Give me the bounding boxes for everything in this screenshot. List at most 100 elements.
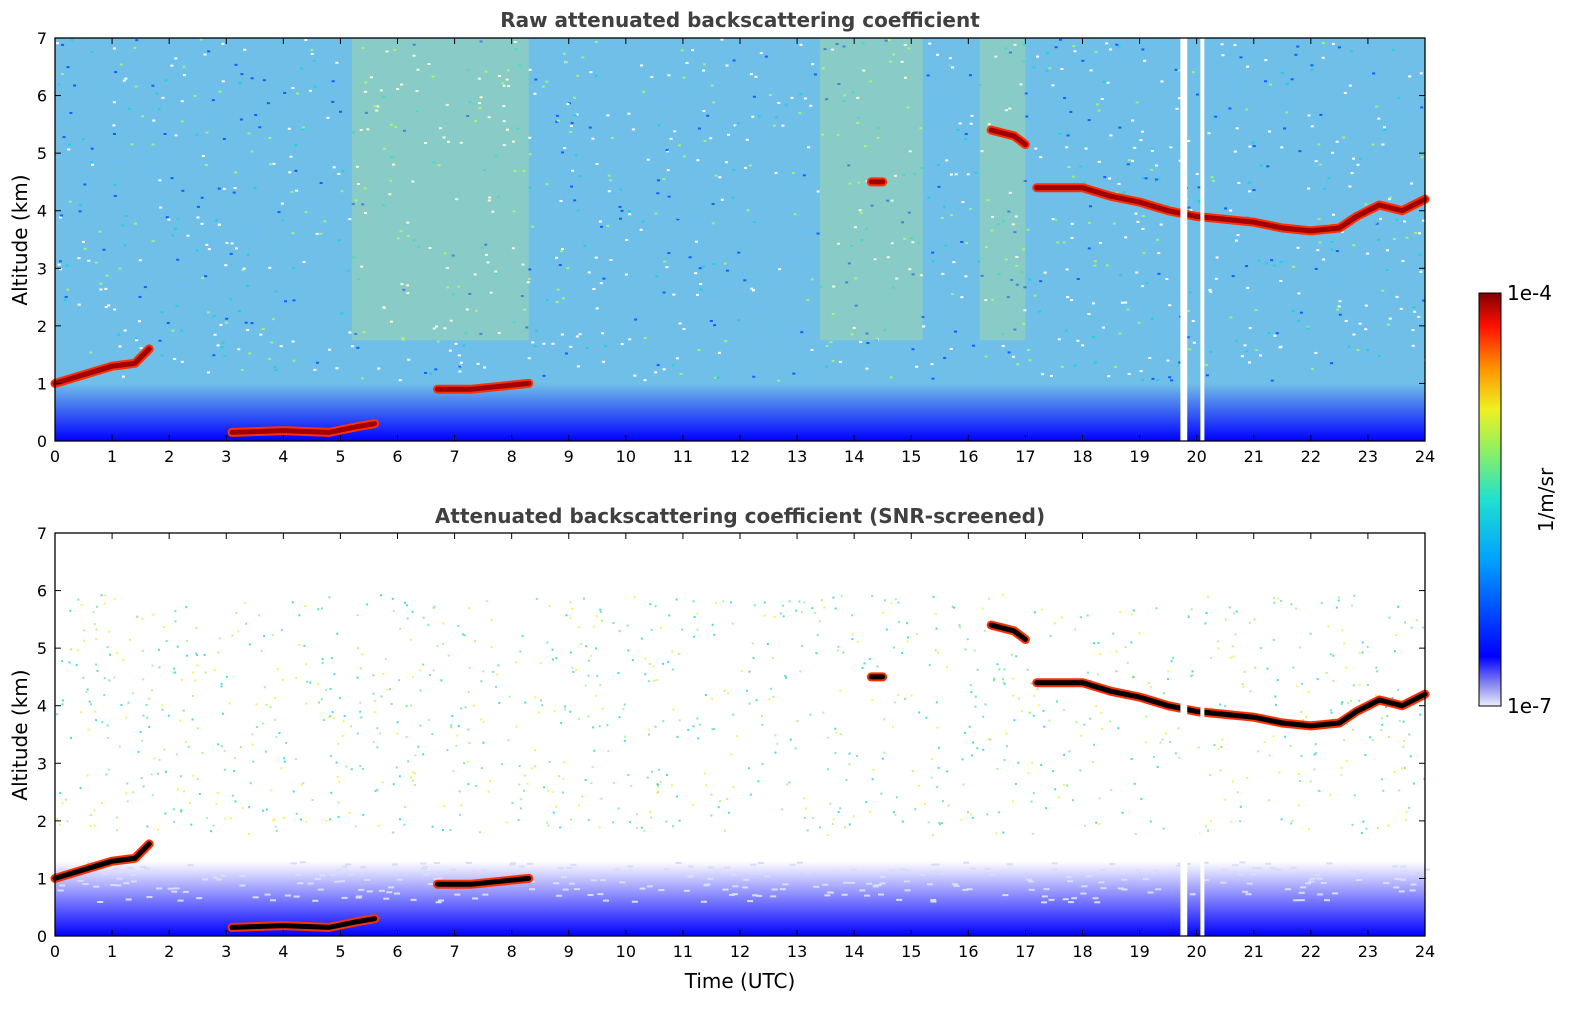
signal-speck <box>1149 820 1152 823</box>
signal-speck <box>814 611 817 614</box>
noise-speck <box>874 339 878 342</box>
noise-speck <box>1298 150 1302 153</box>
signal-speck <box>761 762 764 765</box>
noise-speck <box>1388 317 1392 320</box>
screened-speck <box>116 877 123 880</box>
screened-speck <box>1152 869 1159 872</box>
noise-speck <box>528 68 532 71</box>
noise-speck <box>1408 75 1412 78</box>
noise-speck <box>996 116 1000 119</box>
noise-speck <box>1420 156 1424 159</box>
noise-speck <box>451 254 455 257</box>
signal-speck <box>914 808 917 811</box>
signal-speck <box>184 740 187 743</box>
signal-speck <box>56 818 59 821</box>
noise-speck <box>798 112 802 115</box>
signal-speck <box>1207 595 1210 598</box>
noise-speck <box>1004 47 1008 50</box>
signal-speck <box>188 802 191 805</box>
signal-speck <box>248 643 251 646</box>
cloud-layer <box>52 841 152 881</box>
noise-speck <box>656 192 660 195</box>
signal-speck <box>295 812 298 815</box>
signal-speck <box>174 620 177 623</box>
screened-speck <box>386 891 393 894</box>
noise-speck <box>389 179 393 182</box>
cloud-layer <box>435 380 532 392</box>
noise-speck <box>942 205 946 208</box>
screened-speck <box>422 873 429 876</box>
signal-speck <box>946 770 949 773</box>
signal-speck <box>890 602 893 605</box>
noise-speck <box>713 324 717 327</box>
signal-speck <box>270 789 273 792</box>
noise-speck <box>1306 327 1310 330</box>
signal-speck <box>640 637 643 640</box>
noise-speck <box>230 242 234 245</box>
screened-speck <box>930 898 937 901</box>
noise-speck <box>167 218 171 221</box>
noise-speck <box>561 151 565 154</box>
signal-speck <box>1295 607 1298 610</box>
signal-speck <box>651 770 654 773</box>
noise-speck <box>1357 320 1361 323</box>
noise-speck <box>310 53 314 56</box>
noise-speck <box>315 361 319 364</box>
signal-speck <box>350 768 353 771</box>
signal-speck <box>596 675 599 678</box>
noise-speck <box>206 311 210 314</box>
signal-speck <box>1130 641 1133 644</box>
noise-speck <box>360 377 364 380</box>
signal-speck <box>325 820 328 823</box>
noise-speck <box>176 217 180 220</box>
signal-speck <box>1231 645 1234 648</box>
noise-speck <box>1273 119 1277 122</box>
noise-speck <box>527 40 531 43</box>
signal-speck <box>239 746 242 749</box>
noise-speck <box>1239 56 1243 59</box>
noise-speck <box>160 311 164 314</box>
screened-speck <box>1025 878 1032 881</box>
signal-speck <box>1291 819 1294 822</box>
signal-speck <box>276 668 279 671</box>
signal-speck <box>87 728 90 731</box>
signal-speck <box>1362 820 1365 823</box>
signal-speck <box>418 669 421 672</box>
noise-speck <box>203 53 207 56</box>
signal-speck <box>578 626 581 629</box>
signal-speck <box>295 676 298 679</box>
signal-speck <box>507 739 510 742</box>
signal-speck <box>1300 754 1303 757</box>
signal-speck <box>735 735 738 738</box>
noise-speck <box>396 237 400 240</box>
noise-speck <box>595 312 599 315</box>
noise-speck <box>1093 260 1097 263</box>
signal-speck <box>172 671 175 674</box>
signal-speck <box>1259 647 1262 650</box>
noise-speck <box>229 298 233 301</box>
signal-speck <box>704 694 707 697</box>
noise-speck <box>238 82 242 85</box>
signal-speck <box>1307 690 1310 693</box>
screened-speck <box>574 888 581 891</box>
x-tick-label: 7 <box>449 942 459 961</box>
signal-speck <box>904 697 907 700</box>
signal-speck <box>68 661 71 664</box>
noise-speck <box>625 238 629 241</box>
noise-speck <box>553 109 557 112</box>
noise-speck <box>428 139 432 142</box>
noise-speck <box>445 103 449 106</box>
signal-speck <box>392 609 395 612</box>
signal-speck <box>1026 668 1029 671</box>
signal-speck <box>1015 655 1018 658</box>
signal-speck <box>406 617 409 620</box>
noise-speck <box>1070 222 1074 225</box>
noise-speck <box>952 261 956 264</box>
noise-speck <box>58 216 62 219</box>
noise-speck <box>505 78 509 81</box>
noise-speck <box>490 167 494 170</box>
noise-speck <box>431 75 435 78</box>
noise-speck <box>856 121 860 124</box>
signal-speck <box>618 716 621 719</box>
signal-speck <box>1167 670 1170 673</box>
